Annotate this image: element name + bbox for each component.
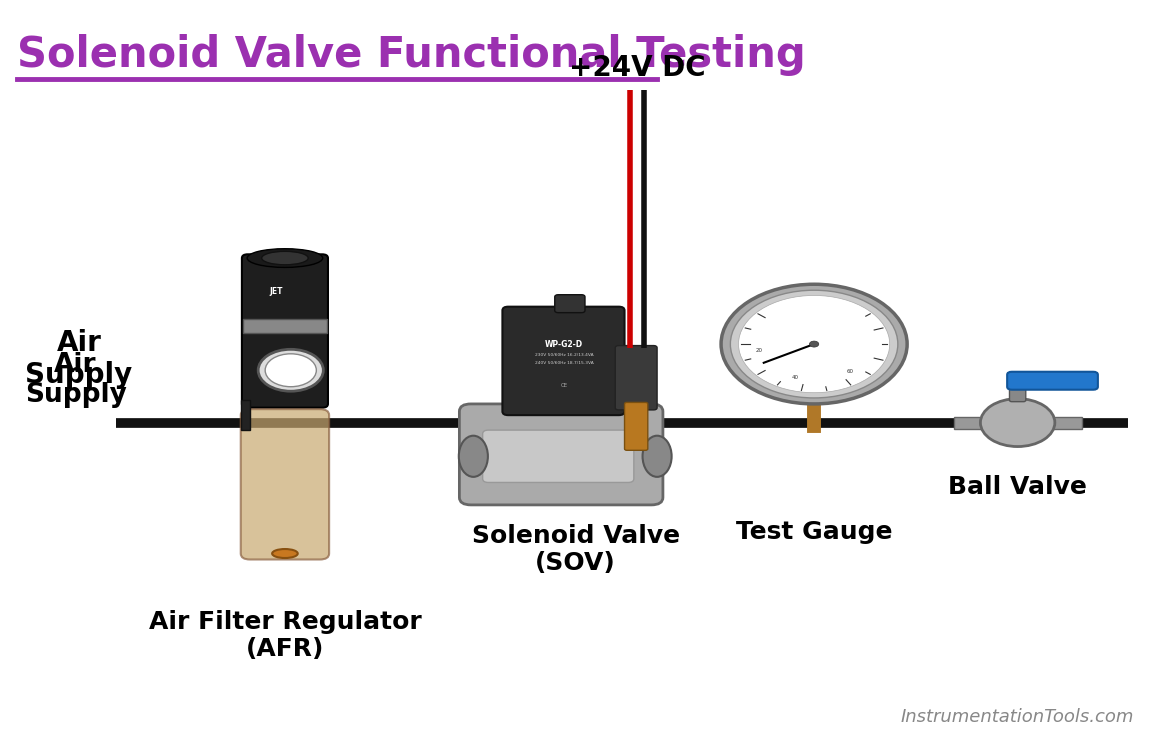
Text: CE: CE — [561, 383, 568, 387]
FancyBboxPatch shape — [954, 417, 983, 429]
Text: 40: 40 — [792, 375, 799, 380]
FancyBboxPatch shape — [242, 254, 328, 408]
Text: 240V 50/60Hz 18.7/15.3VA: 240V 50/60Hz 18.7/15.3VA — [535, 361, 593, 365]
Circle shape — [739, 295, 890, 393]
Text: Air
Supply: Air Supply — [26, 329, 133, 389]
Ellipse shape — [272, 549, 298, 558]
Ellipse shape — [247, 248, 323, 268]
Text: Solenoid Valve Functional Testing: Solenoid Valve Functional Testing — [17, 34, 806, 76]
Circle shape — [980, 399, 1055, 447]
Text: JET: JET — [269, 287, 283, 296]
Circle shape — [809, 341, 819, 347]
FancyBboxPatch shape — [1007, 372, 1098, 390]
FancyBboxPatch shape — [1053, 417, 1082, 429]
Ellipse shape — [458, 435, 488, 477]
Text: Test Gauge: Test Gauge — [736, 520, 892, 544]
FancyBboxPatch shape — [459, 404, 663, 505]
Circle shape — [265, 354, 316, 387]
FancyBboxPatch shape — [1009, 385, 1026, 402]
Text: Ball Valve: Ball Valve — [948, 475, 1087, 499]
FancyBboxPatch shape — [502, 307, 625, 415]
Text: 230V 50/60Hz 16.2/13.4VA: 230V 50/60Hz 16.2/13.4VA — [535, 353, 593, 358]
Text: WP-G2-D: WP-G2-D — [545, 340, 583, 349]
FancyBboxPatch shape — [483, 430, 634, 482]
FancyBboxPatch shape — [243, 319, 327, 333]
FancyBboxPatch shape — [555, 295, 585, 313]
Text: Air
Supply: Air Supply — [24, 352, 127, 408]
Text: 60: 60 — [847, 369, 854, 374]
Text: Solenoid Valve
(SOV): Solenoid Valve (SOV) — [472, 524, 679, 575]
FancyBboxPatch shape — [615, 346, 657, 410]
FancyBboxPatch shape — [241, 400, 250, 430]
Text: InstrumentationTools.com: InstrumentationTools.com — [900, 708, 1134, 726]
Ellipse shape — [262, 251, 308, 265]
FancyBboxPatch shape — [241, 409, 329, 560]
Circle shape — [721, 284, 907, 404]
Circle shape — [730, 290, 898, 398]
Text: +24V DC: +24V DC — [569, 55, 706, 82]
Circle shape — [258, 349, 323, 391]
Text: Air Filter Regulator
(AFR): Air Filter Regulator (AFR) — [149, 610, 421, 661]
Text: 20: 20 — [756, 348, 763, 353]
FancyBboxPatch shape — [625, 402, 648, 450]
Ellipse shape — [642, 435, 671, 477]
